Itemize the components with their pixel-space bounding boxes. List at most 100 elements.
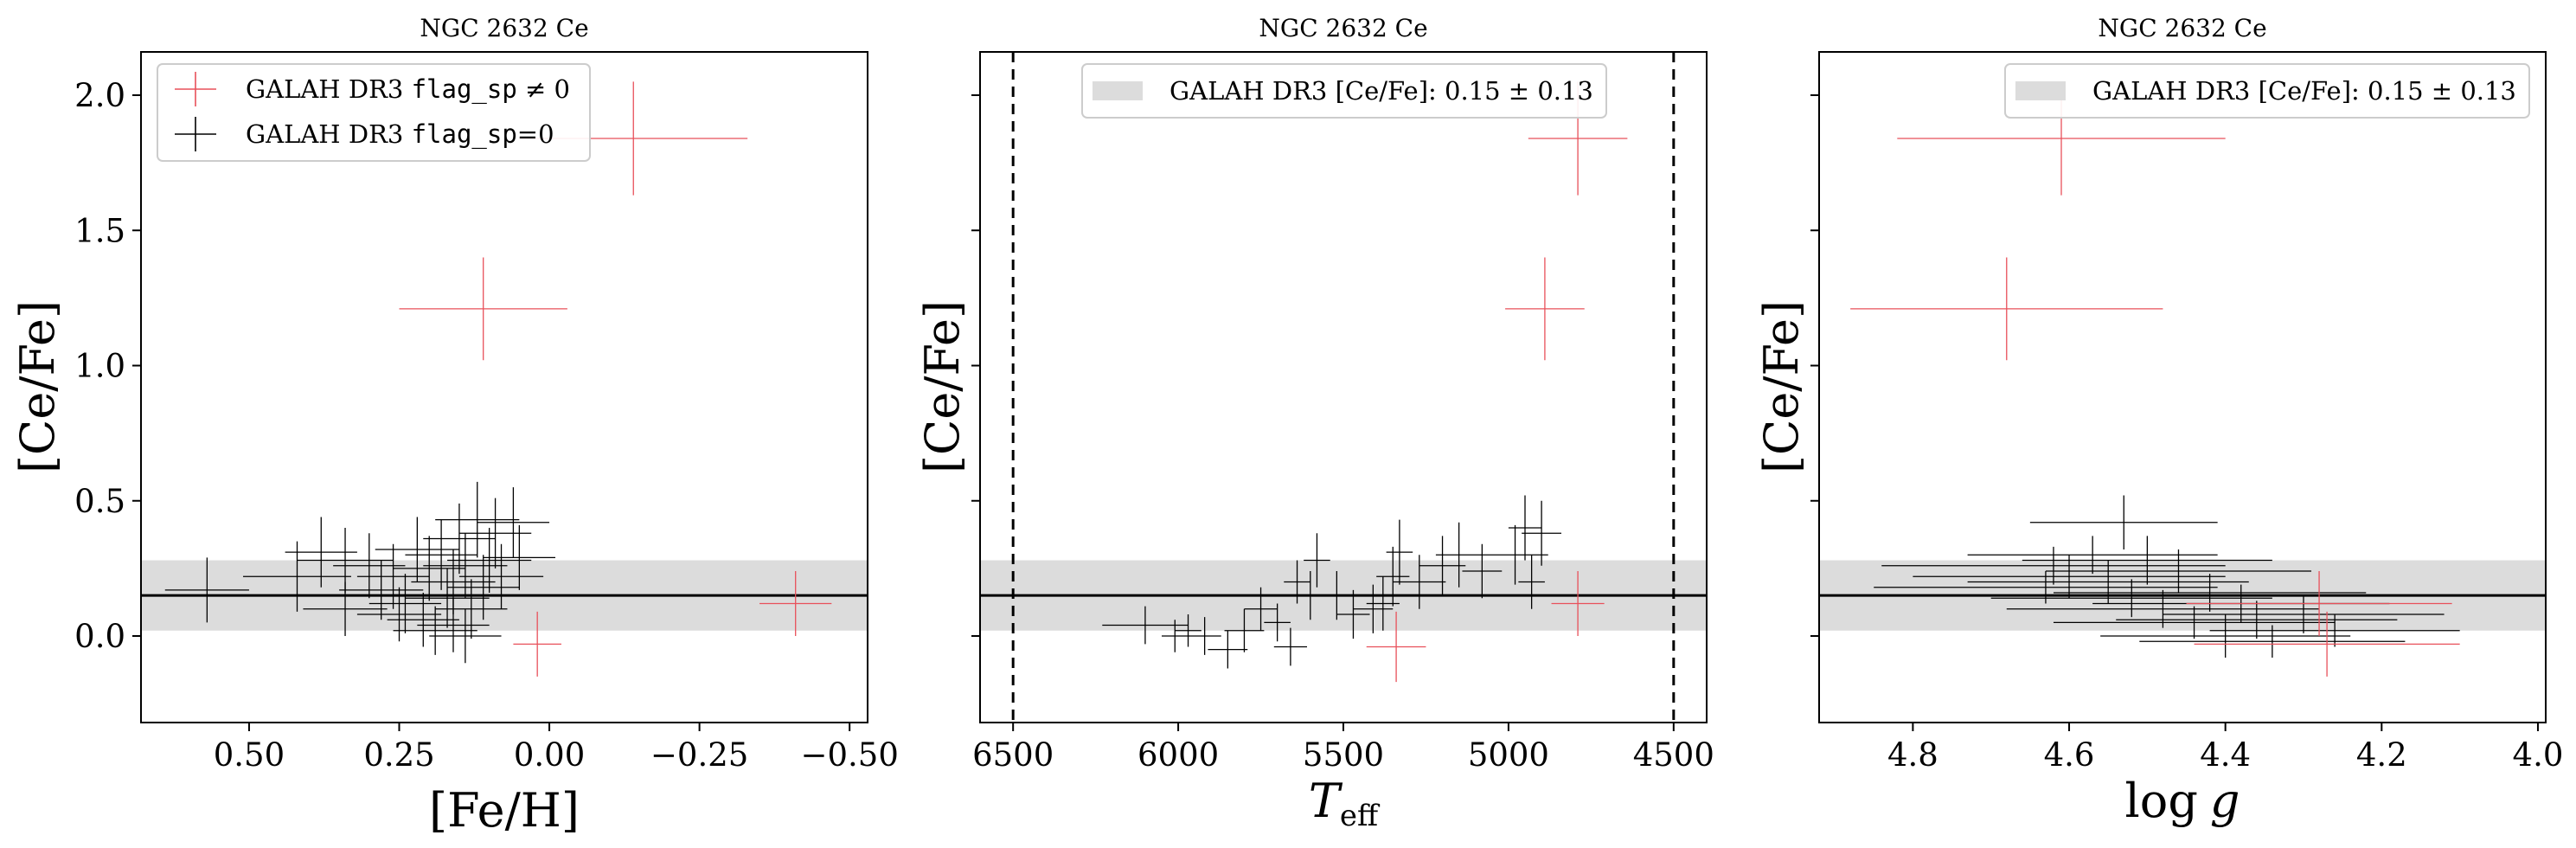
- x-tick-label: 4.6: [2044, 736, 2095, 774]
- data-point-unflagged: [2006, 589, 2320, 628]
- x-tick-label: 4.0: [2513, 736, 2564, 774]
- x-axis-label-sub: eff: [1340, 799, 1381, 833]
- data-point-flagged: [759, 571, 832, 636]
- data-point-unflagged: [2100, 614, 2351, 658]
- legend-label-unflagged: GALAH DR3 flag_sp=0: [246, 119, 554, 150]
- data-point-unflagged: [483, 524, 556, 590]
- legend-suffix: ≠ 0: [517, 74, 570, 104]
- x-axis-label: log g: [2125, 774, 2240, 828]
- plot-frame: [1818, 51, 2547, 723]
- data-point-unflagged: [164, 557, 249, 623]
- data-point-unflagged: [1435, 522, 1483, 588]
- legend-box: [157, 63, 591, 162]
- panel-logg: NGC 2632 Ce 4.8 4.6 4.4 4.2 4.0 log g [Ce/Fe]…: [1754, 14, 2563, 828]
- panel-marks: [1819, 81, 2546, 677]
- data-point-unflagged: [2053, 574, 2367, 612]
- data-point-unflagged: [1518, 555, 1545, 609]
- data-point-unflagged: [1913, 555, 2226, 599]
- legend-box: [2004, 63, 2530, 119]
- data-point-unflagged: [368, 574, 442, 633]
- x-tick-label: 4.2: [2356, 736, 2407, 774]
- data-point-unflagged: [429, 608, 502, 664]
- data-point-flagged: [2194, 611, 2460, 677]
- data-point-unflagged: [1304, 533, 1330, 588]
- x-tick-label: 4500: [1633, 736, 1714, 774]
- data-point-unflagged: [1208, 630, 1248, 669]
- legend-label-band: GALAH DR3 [Ce/Fe]: 0.15 ± 0.13: [2092, 76, 2516, 106]
- y-tick-label: 0.5: [74, 483, 125, 520]
- legend-marker-band: [2015, 81, 2066, 100]
- legend-box: [1081, 63, 1607, 119]
- x-tick-label: 0.25: [363, 736, 434, 774]
- data-point-unflagged: [1273, 627, 1307, 666]
- x-tick-label: 4.8: [1887, 736, 1938, 774]
- data-point-unflagged: [1508, 495, 1542, 561]
- legend-marker-band: [1093, 81, 1143, 100]
- legend-code: flag_sp: [412, 74, 517, 105]
- data-point-unflagged: [1376, 546, 1410, 607]
- legend: GALAH DR3 flag_sp ≠ 0 GALAH DR3 flag_sp=…: [157, 63, 591, 162]
- data-point-unflagged: [243, 541, 351, 612]
- tick-marks: 6500 6000 5500 5000 4500: [971, 94, 1714, 774]
- data-point-unflagged: [1353, 584, 1394, 633]
- panel-marks: [141, 81, 868, 677]
- data-point-unflagged: [2163, 595, 2445, 633]
- y-tick-label: 1.0: [74, 348, 125, 385]
- data-point-unflagged: [356, 587, 442, 642]
- legend-suffix: =0: [517, 119, 554, 149]
- data-point-unflagged: [423, 503, 496, 575]
- x-tick-label: 5000: [1468, 736, 1549, 774]
- data-point-unflagged: [447, 528, 532, 593]
- data-point-unflagged: [1419, 536, 1466, 596]
- legend-label-band: GALAH DR3 [Ce/Fe]: 0.15 ± 0.13: [1169, 76, 1593, 106]
- data-point-unflagged: [1393, 555, 1446, 609]
- x-tick-label: 0.50: [214, 736, 285, 774]
- data-point-flagged: [1850, 257, 2163, 361]
- data-point-unflagged: [435, 481, 520, 558]
- legend-entry-unflagged: GALAH DR3 flag_sp=0: [175, 117, 554, 151]
- data-point-flagged: [513, 611, 561, 677]
- y-axis-label: [Ce/Fe]: [915, 300, 970, 473]
- data-point-unflagged: [1317, 571, 1357, 620]
- x-axis-label: [Fe/H]: [429, 783, 580, 838]
- data-point-flagged: [399, 257, 567, 361]
- panel-title: NGC 2632 Ce: [420, 14, 588, 42]
- x-tick-label: 4.4: [2200, 736, 2251, 774]
- data-point-unflagged: [405, 568, 490, 628]
- data-point-flagged: [1551, 571, 1605, 636]
- x-axis-label-var: g: [2210, 774, 2240, 828]
- legend-code: flag_sp: [412, 119, 517, 150]
- data-point-unflagged: [1284, 560, 1310, 604]
- data-point-unflagged: [1967, 536, 2218, 575]
- y-axis-label: [Ce/Fe]: [1754, 300, 1809, 473]
- panel-feh: NGC 2632 Ce 0.50 0.25 0.00 −0.25 −0.500.00.5…: [10, 14, 899, 838]
- x-tick-label: −0.50: [800, 736, 898, 774]
- data-point-unflagged: [1175, 614, 1201, 647]
- x-axis-label-main: T: [1309, 774, 1343, 828]
- y-tick-label: 1.5: [74, 212, 125, 249]
- data-point-unflagged: [1162, 620, 1189, 652]
- data-point-unflagged: [339, 560, 424, 620]
- data-point-unflagged: [2045, 549, 2312, 593]
- legend-prefix: GALAH DR3: [246, 119, 412, 149]
- data-point-unflagged: [2029, 495, 2218, 549]
- data-point-flagged: [1366, 611, 1426, 683]
- data-point-unflagged: [447, 555, 520, 620]
- panel-title: NGC 2632 Ce: [1259, 14, 1427, 42]
- x-tick-label: 6500: [972, 736, 1054, 774]
- x-tick-label: 0.00: [514, 736, 585, 774]
- legend-entry-flagged: GALAH DR3 flag_sp ≠ 0: [175, 72, 570, 106]
- x-tick-label: 5500: [1303, 736, 1384, 774]
- y-tick-label: 2.0: [74, 77, 125, 114]
- legend: GALAH DR3 [Ce/Fe]: 0.15 ± 0.13: [2004, 63, 2530, 119]
- data-point-unflagged: [2022, 536, 2272, 585]
- data-point-unflagged: [393, 606, 477, 655]
- data-point-unflagged: [1522, 500, 1561, 566]
- data-point-unflagged: [2116, 601, 2398, 639]
- data-point-unflagged: [1224, 608, 1265, 652]
- data-point-unflagged: [375, 517, 459, 582]
- panel-marks: [980, 52, 1707, 723]
- plot-frame: [140, 51, 868, 723]
- data-point-unflagged: [477, 487, 550, 558]
